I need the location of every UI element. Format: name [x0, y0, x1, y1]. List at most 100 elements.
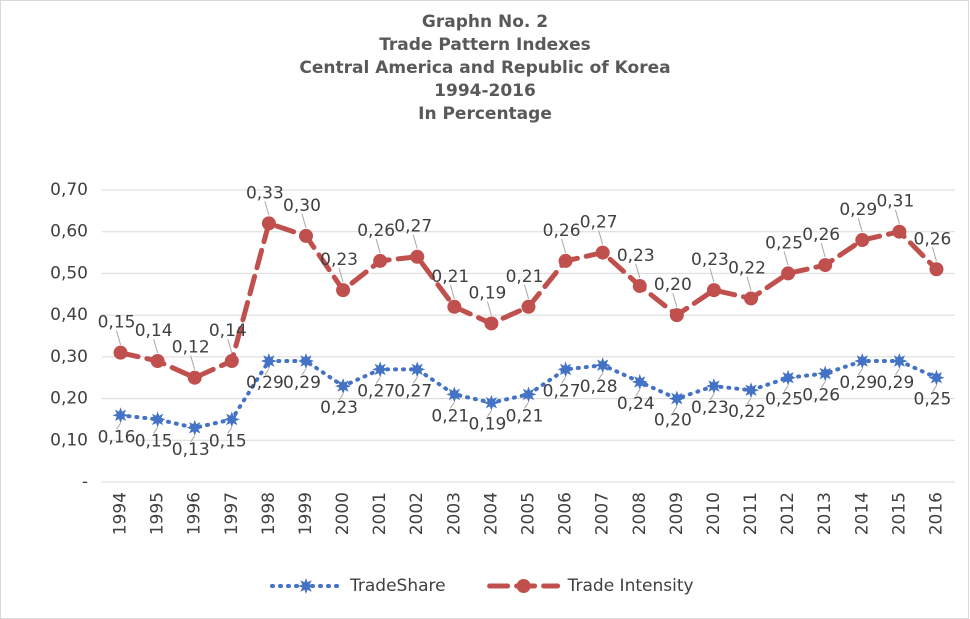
leader-line [486, 301, 492, 316]
x-tick-label: 2006 [556, 492, 576, 535]
marker [892, 224, 907, 239]
data-label: 0,15 [135, 431, 173, 451]
marker [336, 283, 351, 298]
marker [112, 407, 129, 424]
x-tick-label: 1998 [259, 492, 279, 535]
data-label: 0,21 [506, 406, 544, 426]
data-label: 0,14 [135, 321, 173, 341]
marker [484, 316, 499, 331]
marker [557, 361, 574, 378]
x-tick-label: 2009 [667, 492, 687, 535]
marker [705, 378, 722, 395]
data-label: 0,33 [246, 183, 284, 203]
leader-line [524, 284, 529, 299]
leader-line [190, 355, 196, 370]
data-label: 0,30 [283, 196, 321, 216]
marker [817, 365, 834, 382]
leader-line [449, 284, 455, 299]
marker [595, 245, 610, 260]
data-label: 0,26 [914, 229, 952, 249]
marker [298, 353, 314, 369]
x-tick-label: 1997 [222, 492, 242, 535]
data-label: 0,19 [468, 415, 506, 435]
data-label: 0,29 [839, 373, 877, 393]
marker [669, 308, 684, 323]
leader-line [894, 368, 900, 376]
x-tick-label: 2012 [778, 492, 798, 535]
legend-label: TradeShare [349, 576, 446, 596]
data-label: 0,29 [876, 373, 914, 393]
x-tick-label: 2016 [926, 492, 946, 535]
y-tick-label: 0,60 [50, 222, 88, 242]
y-tick-label: 0,70 [50, 180, 88, 200]
data-label: 0,23 [320, 250, 358, 270]
marker [855, 233, 870, 248]
chart-title: Trade Pattern Indexes [379, 35, 591, 55]
data-label: 0,26 [802, 386, 840, 406]
leader-line [153, 427, 159, 434]
data-label: 0,15 [209, 431, 247, 451]
leader-line [820, 242, 826, 258]
legend-item: TradeShare [270, 576, 446, 596]
marker [447, 299, 462, 314]
marker [706, 283, 721, 298]
marker [223, 411, 240, 428]
marker [186, 419, 203, 436]
marker [891, 353, 908, 369]
data-label: 0,27 [357, 381, 395, 401]
marker [150, 354, 165, 369]
leader-line [783, 251, 789, 266]
y-tick-label: 0,40 [50, 305, 88, 325]
data-label: 0,22 [728, 402, 766, 422]
chart-title: 1994-2016 [434, 81, 536, 101]
leader-line [783, 385, 789, 392]
marker [149, 411, 166, 428]
marker [521, 299, 536, 314]
marker [224, 354, 239, 369]
marker [410, 249, 425, 264]
x-tick-label: 2010 [704, 492, 724, 535]
data-label: 0,21 [431, 406, 469, 426]
data-label: 0,25 [765, 233, 803, 253]
legend-label: Trade Intensity [567, 576, 694, 596]
data-label: 0,27 [543, 381, 581, 401]
data-label: 0,23 [691, 250, 729, 270]
x-tick-label: 2008 [630, 492, 650, 535]
data-label: 0,31 [876, 192, 914, 212]
leader-line [301, 213, 307, 229]
leader-line [820, 381, 826, 388]
data-label: 0,27 [394, 381, 432, 401]
marker [854, 353, 871, 369]
data-label: 0,27 [394, 217, 432, 237]
marker [928, 369, 945, 386]
marker [631, 373, 648, 390]
data-label: 0,26 [543, 221, 581, 241]
marker [260, 353, 277, 369]
x-tick-label: 1995 [148, 492, 168, 535]
leader-line [338, 267, 344, 283]
data-label: 0,20 [654, 411, 692, 431]
leader-line [598, 230, 604, 245]
x-tick-label: 2002 [407, 492, 427, 535]
marker [446, 386, 463, 403]
leader-line [227, 427, 233, 434]
data-label: 0,12 [172, 338, 210, 358]
chart-title: Graphn No. 2 [422, 12, 548, 32]
leader-line [635, 263, 641, 279]
marker [929, 262, 944, 277]
x-tick-label: 2000 [333, 492, 353, 535]
marker [781, 266, 796, 281]
x-tick-label: 2007 [593, 492, 613, 535]
leader-line [746, 397, 752, 405]
marker [632, 278, 647, 293]
leader-line [635, 389, 641, 397]
leader-line [449, 402, 455, 409]
data-label: 0,15 [98, 313, 136, 333]
leader-line [524, 402, 529, 409]
data-label: 0,16 [98, 427, 136, 447]
leader-line [561, 238, 567, 254]
leader-line [227, 338, 233, 354]
leader-line [857, 217, 863, 233]
